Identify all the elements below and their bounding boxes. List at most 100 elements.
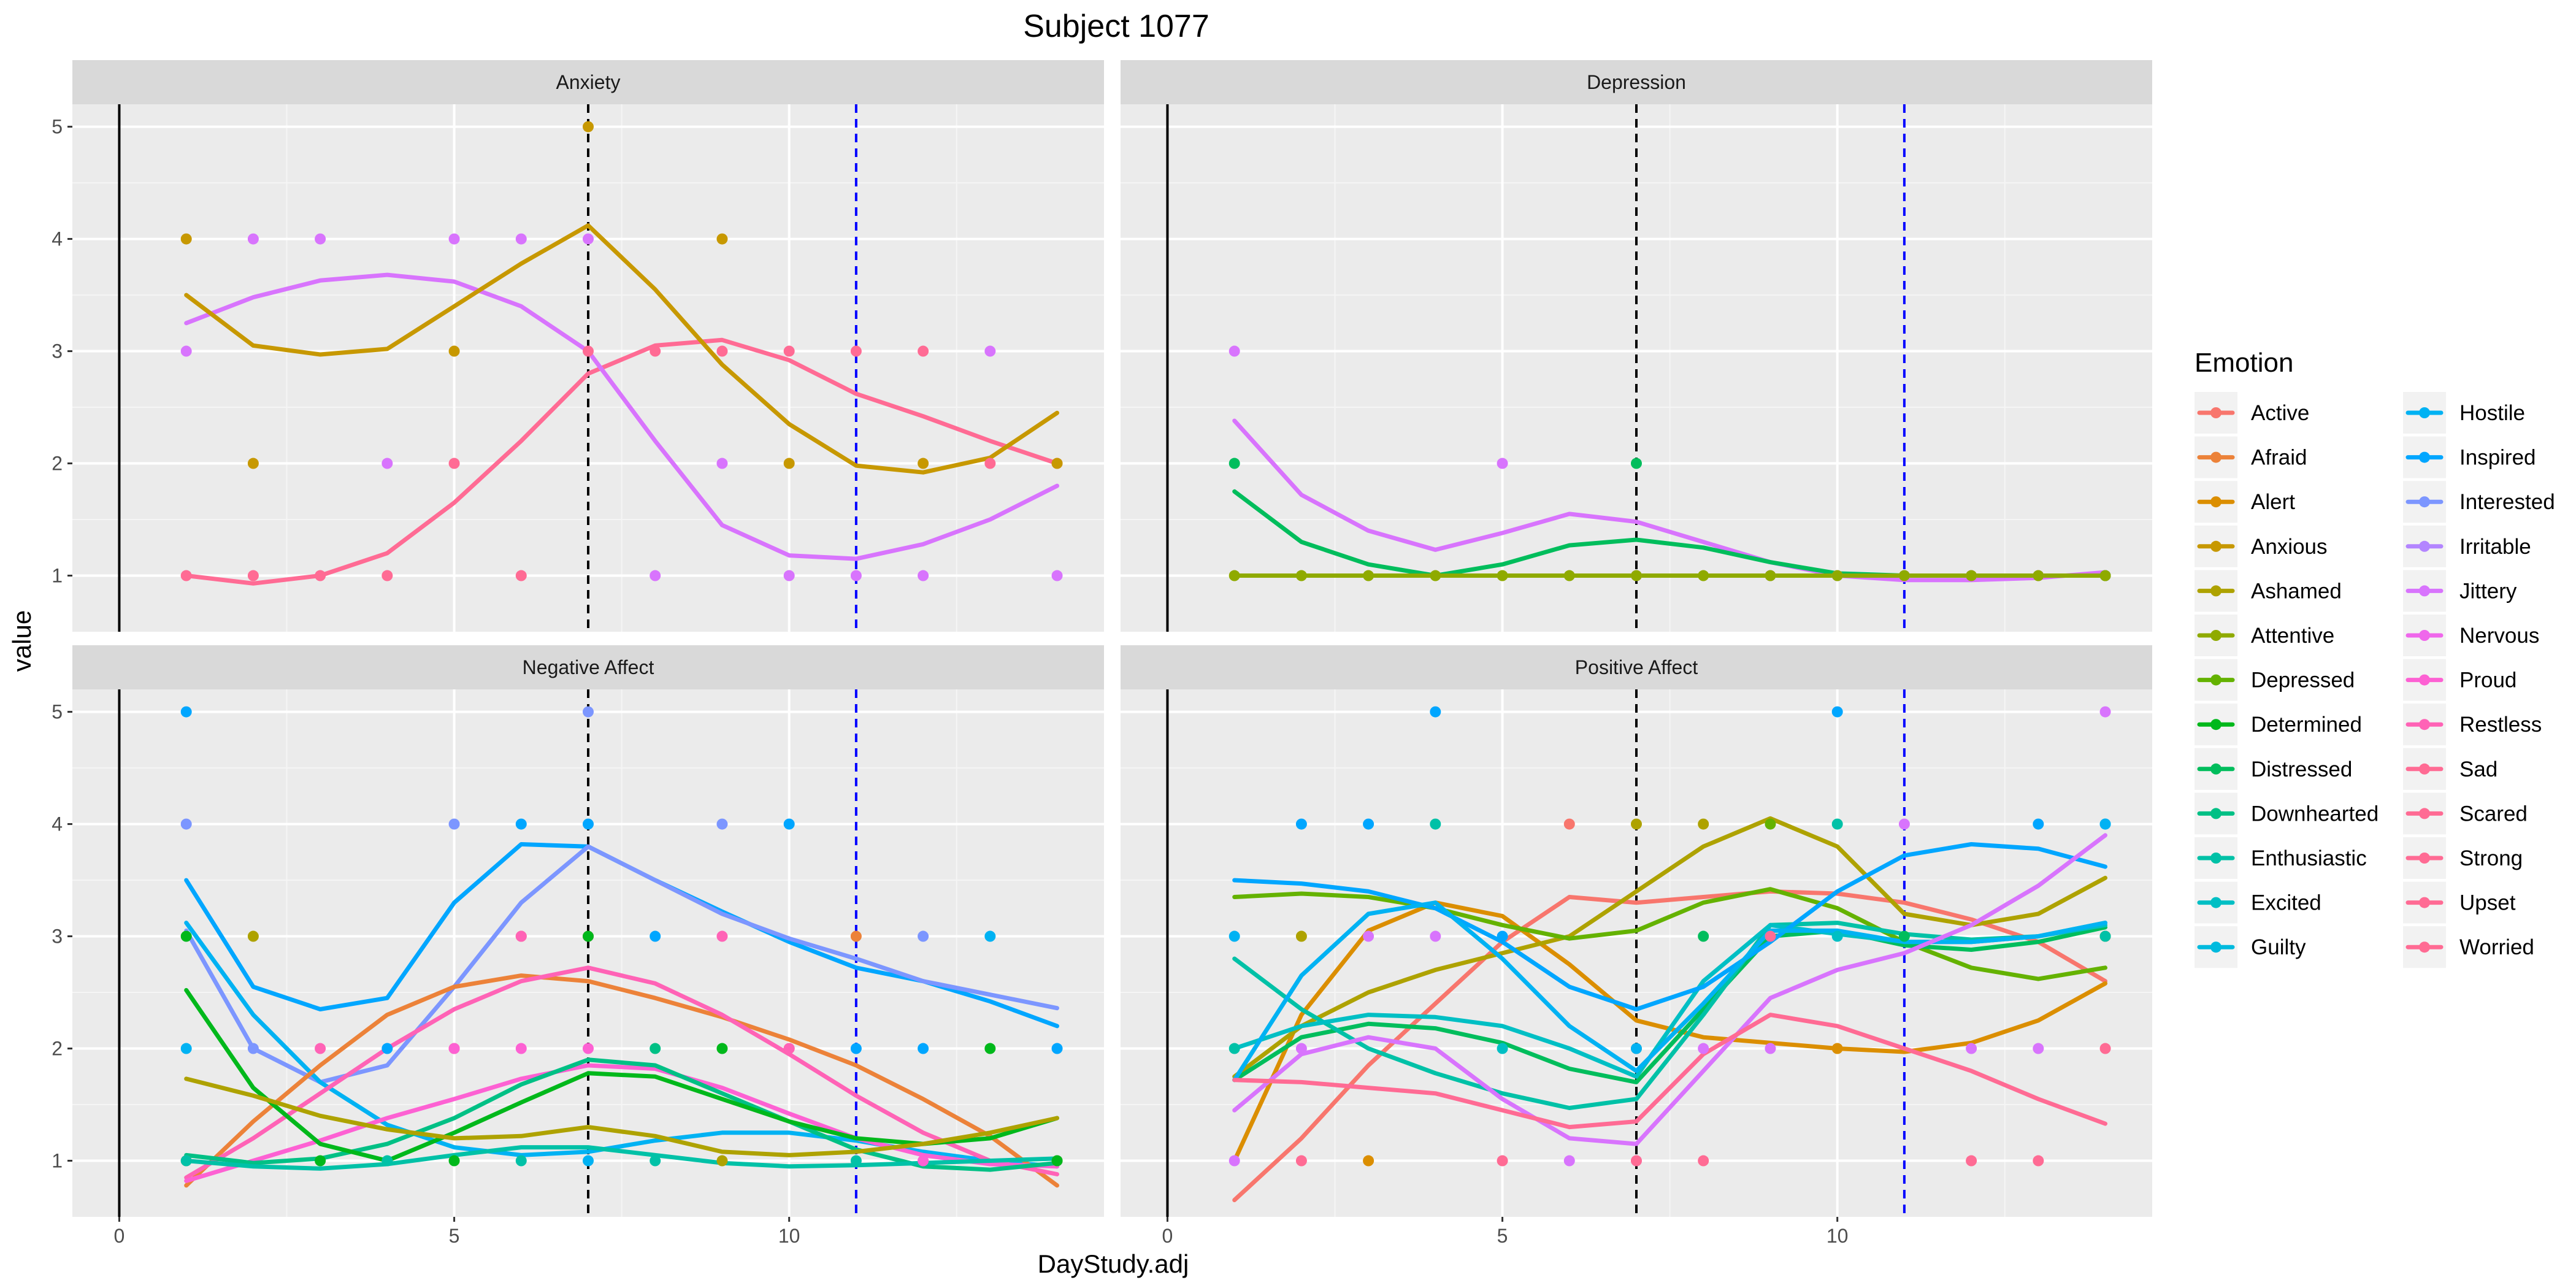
legend-item-hostile: Hostile — [2403, 392, 2525, 434]
data-point-series-2 — [515, 233, 527, 245]
legend-item-depressed: Depressed — [2195, 659, 2355, 701]
legend-item-ashamed: Ashamed — [2195, 570, 2342, 612]
y-tick-label: 3 — [52, 340, 63, 362]
data-point-series-10 — [1765, 1043, 1776, 1054]
data-point-series-8 — [1497, 930, 1508, 942]
legend-label: Nervous — [2459, 624, 2539, 648]
data-point-series-3 — [1765, 570, 1776, 581]
smooth-line-series-3 — [184, 921, 1059, 1169]
data-point-series-10 — [650, 1155, 661, 1167]
data-point-series-1 — [1051, 1043, 1063, 1054]
data-point-series-2 — [716, 458, 728, 469]
legend-item-enthusiastic: Enthusiastic — [2195, 837, 2367, 879]
data-point-series-3 — [2033, 570, 2044, 581]
panel-strip — [1121, 60, 2152, 104]
data-point-series-1 — [1497, 458, 1508, 469]
x-tick-label: 0 — [1162, 1225, 1173, 1247]
y-tick-label: 4 — [52, 813, 63, 835]
data-point-series-2 — [180, 818, 192, 830]
data-point-series-6 — [583, 1043, 594, 1054]
legend-key-point — [2419, 674, 2430, 686]
data-point-series-1 — [918, 345, 929, 357]
legend-item-guilty: Guilty — [2195, 926, 2306, 968]
data-point-series-8 — [1051, 1155, 1063, 1167]
data-point-series-3 — [180, 233, 192, 245]
panel-strip — [1121, 645, 2152, 689]
data-point-series-3 — [1229, 570, 1240, 581]
data-point-series-8 — [448, 1155, 460, 1167]
legend-key-point — [2419, 540, 2430, 552]
data-point-series-1 — [783, 345, 795, 357]
legend-title: Emotion — [2195, 348, 2293, 378]
legend-item-worried: Worried — [2403, 926, 2534, 968]
legend-label: Active — [2251, 401, 2309, 425]
legend-label: Irritable — [2459, 535, 2531, 559]
legend-item-sad: Sad — [2403, 748, 2497, 790]
legend-label: Restless — [2459, 713, 2542, 737]
legend-item-interested: Interested — [2403, 481, 2555, 523]
y-tick-label: 3 — [52, 926, 63, 948]
data-point-series-5 — [1898, 930, 1910, 942]
data-point-series-10 — [1698, 1043, 1709, 1054]
legend-key-point — [2210, 808, 2221, 819]
data-point-series-11 — [1765, 930, 1776, 942]
panel-strip-label: Positive Affect — [1575, 656, 1698, 678]
x-axis-title: DayStudy.adj — [1038, 1249, 1189, 1278]
data-point-series-2 — [716, 818, 728, 830]
data-point-series-3 — [1295, 570, 1307, 581]
data-point-series-11 — [1966, 1155, 1977, 1167]
data-point-series-10 — [1966, 1043, 1977, 1054]
legend-item-nervous: Nervous — [2403, 615, 2539, 656]
data-point-series-6 — [1229, 1043, 1240, 1054]
legend-key-point — [2210, 763, 2221, 775]
legend-label: Sad — [2459, 757, 2497, 781]
data-point-series-1 — [381, 1043, 393, 1054]
data-point-series-4 — [1765, 818, 1776, 830]
panel-strip — [72, 645, 1104, 689]
data-point-series-6 — [448, 1043, 460, 1054]
smooth-line-series-1 — [184, 337, 1059, 586]
data-point-series-8 — [180, 930, 192, 942]
legend-label: Downhearted — [2251, 802, 2379, 826]
data-point-series-11 — [1497, 1155, 1508, 1167]
legend-key-point — [2419, 897, 2430, 908]
legend-label: Alert — [2251, 490, 2295, 514]
data-point-series-10 — [850, 1155, 862, 1167]
y-tick-label: 2 — [52, 1038, 63, 1060]
data-point-series-6 — [1831, 818, 1843, 830]
legend-key-point — [2419, 941, 2430, 953]
data-point-series-10 — [1430, 930, 1441, 942]
data-point-series-1 — [650, 930, 661, 942]
smooth-line-series-2 — [184, 844, 1059, 1084]
data-point-series-1 — [850, 345, 862, 357]
data-point-series-6 — [918, 1155, 929, 1167]
legend-key-point — [2419, 496, 2430, 508]
data-point-series-3 — [984, 930, 996, 942]
smooth-line-series-10 — [184, 1145, 1059, 1171]
legend-key-point — [2210, 941, 2221, 953]
legend-label: Excited — [2251, 891, 2321, 915]
data-point-series-2 — [918, 930, 929, 942]
legend-label: Afraid — [2251, 446, 2307, 470]
panel-background — [72, 104, 1104, 632]
data-point-series-4 — [850, 930, 862, 942]
data-point-series-5 — [716, 930, 728, 942]
data-point-series-2 — [247, 1043, 259, 1054]
data-point-series-1 — [315, 570, 326, 581]
legend-key-point — [2419, 719, 2430, 730]
data-point-series-1 — [918, 1043, 929, 1054]
data-point-series-3 — [180, 1043, 192, 1054]
smooth-line-series-9 — [184, 1076, 1059, 1157]
legend-label: Guilty — [2251, 935, 2306, 959]
legend-item-strong: Strong — [2403, 837, 2523, 879]
data-point-series-1 — [984, 458, 996, 469]
data-point-series-2 — [247, 233, 259, 245]
data-point-series-2 — [448, 233, 460, 245]
data-point-series-8 — [1363, 818, 1374, 830]
legend-item-attentive: Attentive — [2195, 615, 2334, 656]
data-point-series-9 — [2099, 818, 2111, 830]
legend-item-upset: Upset — [2403, 881, 2516, 924]
legend-key-point — [2419, 407, 2430, 418]
data-point-series-2 — [180, 345, 192, 357]
